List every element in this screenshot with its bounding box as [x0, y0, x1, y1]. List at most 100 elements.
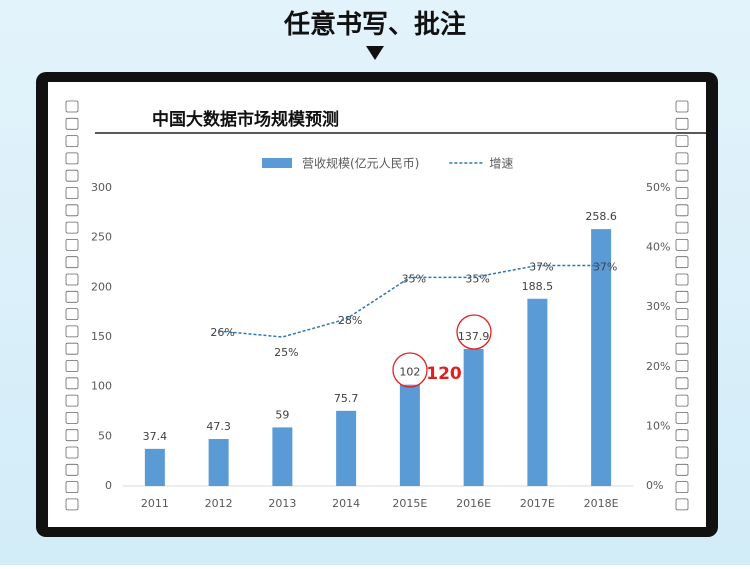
toolbar-icon — [675, 238, 689, 251]
toolbar-icon — [675, 117, 689, 130]
data-label: 75.7 — [334, 392, 359, 405]
toolbar-icon — [675, 169, 689, 182]
toolbar-icon — [675, 377, 689, 390]
toolbar-icon — [65, 481, 79, 494]
y2-tick-label: 20% — [646, 360, 670, 373]
toolbar-icon — [65, 429, 79, 442]
data-label: 35% — [465, 272, 489, 285]
y2-tick-label: 40% — [646, 241, 670, 254]
toolbar-icon — [65, 221, 79, 234]
data-label: 137.9 — [458, 330, 490, 343]
x-tick-label: 2016E — [456, 497, 491, 510]
y-tick-label: 100 — [91, 380, 112, 393]
toolbar-icon — [65, 100, 79, 113]
page-heading: 任意书写、批注 — [283, 9, 466, 40]
y-tick-label: 0 — [105, 479, 112, 492]
bar — [527, 298, 548, 486]
y2-tick-label: 10% — [646, 419, 670, 432]
y2-tick-label: 0% — [646, 479, 663, 492]
data-label: 59 — [275, 408, 289, 421]
data-label: 28% — [338, 314, 362, 327]
toolbar-icon — [65, 187, 79, 199]
toolbar-icon — [675, 325, 689, 338]
toolbar-icon — [65, 204, 79, 217]
y-tick-label: 150 — [91, 330, 112, 343]
y-tick-label: 200 — [91, 280, 112, 293]
bar — [463, 349, 484, 486]
y2-tick-label: 30% — [646, 300, 670, 313]
data-label: 35% — [402, 272, 426, 285]
x-tick-label: 2015E — [392, 497, 427, 510]
toolbar-icon — [675, 481, 689, 494]
toolbar-icon — [65, 360, 79, 372]
toolbar-icon — [65, 117, 79, 130]
data-label: 37% — [593, 260, 617, 273]
x-tick-label: 2018E — [584, 497, 619, 510]
chart: 0 50 100 150 200 250 300 0% 10% 20% 30% 40% 50% 2011 2… — [91, 156, 670, 511]
toolbar-icon — [675, 342, 689, 355]
data-label: 25% — [274, 346, 298, 359]
toolbars — [65, 100, 689, 511]
toolbar-icon — [675, 204, 689, 217]
x-tick-label: 2014 — [332, 497, 360, 510]
legend-label: 营收规模(亿元人民币) — [302, 156, 419, 171]
toolbar-icon — [675, 498, 689, 511]
toolbar-icon — [65, 273, 79, 286]
x-tick-label: 2012 — [205, 497, 233, 510]
x-tick-label: 2011 — [141, 497, 169, 510]
toolbar-icon — [675, 394, 689, 407]
toolbar-icon — [675, 100, 689, 113]
bar — [144, 448, 165, 486]
data-label: 258.6 — [585, 210, 617, 223]
annotation-circle — [456, 314, 492, 350]
x-tick-label: 2013 — [268, 497, 296, 510]
toolbar-icon — [65, 446, 79, 459]
toolbar-icon — [675, 308, 689, 321]
bar — [399, 384, 420, 486]
toolbar-icon — [675, 256, 689, 269]
annotation-circle — [392, 352, 428, 388]
bar — [336, 410, 357, 486]
bar — [208, 439, 229, 486]
legend-label: 增速 — [489, 157, 513, 171]
toolbar-icon — [65, 377, 79, 390]
y-tick-label: 300 — [91, 181, 112, 194]
data-label: 26% — [210, 326, 234, 339]
y2-tick-label: 50% — [646, 181, 670, 194]
y-tick-label: 50 — [98, 429, 112, 442]
toolbar-icon — [65, 342, 79, 355]
toolbar-icon — [65, 498, 79, 511]
x-tick-label: 2017E — [520, 497, 555, 510]
toolbar-icon — [65, 290, 79, 303]
toolbar-icon — [675, 463, 689, 476]
toolbar-icon — [65, 256, 79, 269]
chart-title: 中国大数据市场规模预测 — [152, 109, 339, 130]
data-label: 37% — [529, 260, 553, 273]
toolbar-icon — [65, 308, 79, 321]
data-label: 37.4 — [143, 430, 168, 443]
bar — [272, 427, 293, 486]
toolbar-icon — [675, 411, 689, 424]
line — [218, 264, 602, 338]
toolbar-icon — [65, 463, 79, 476]
toolbar-icon — [65, 411, 79, 424]
toolbar-icon — [675, 446, 689, 459]
data-label: 188.5 — [522, 280, 554, 293]
legend-swatch — [262, 158, 292, 168]
toolbar-icon — [675, 360, 689, 372]
data-label: 47.3 — [206, 420, 231, 433]
y-tick-label: 250 — [91, 231, 112, 244]
toolbar-icon — [675, 187, 689, 199]
handwritten-note: 120 — [426, 364, 462, 384]
toolbar-icon — [65, 325, 79, 338]
toolbar-icon — [675, 221, 689, 234]
arrow-down — [366, 46, 384, 60]
toolbar-icon — [65, 169, 79, 182]
toolbar-icon — [65, 394, 79, 407]
bar — [591, 229, 612, 486]
toolbar-icon — [675, 152, 689, 165]
toolbar-icon — [65, 135, 79, 148]
toolbar-icon — [675, 429, 689, 442]
toolbar-icon — [675, 135, 689, 148]
